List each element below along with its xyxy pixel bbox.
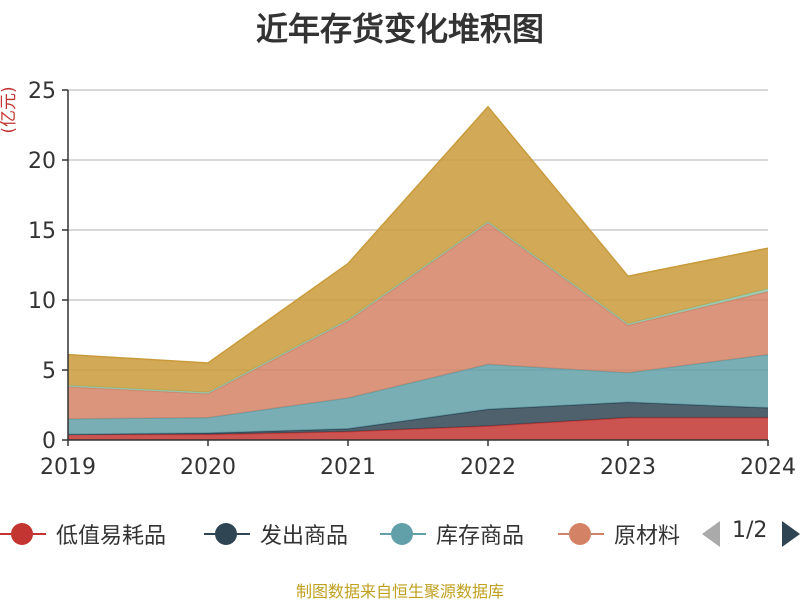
x-tick-label: 2020 bbox=[180, 455, 236, 480]
legend-marker-icon bbox=[0, 514, 46, 554]
legend-label: 原材料 bbox=[614, 524, 681, 549]
y-tick-label: 15 bbox=[28, 219, 56, 244]
legend: 低值易耗品 发出商品 库存商品 原材料 1/2 bbox=[0, 514, 800, 554]
axes bbox=[62, 89, 769, 446]
legend-item-3[interactable]: 原材料 bbox=[556, 514, 680, 554]
next-page-icon[interactable] bbox=[782, 521, 800, 547]
area-series-3 bbox=[68, 223, 768, 419]
tick-labels: 0 5 10 15 20 25 2019 2020 2021 2022 2023 2024 bbox=[28, 79, 796, 480]
area-series-line-2 bbox=[67, 353, 769, 420]
area-series bbox=[67, 105, 769, 440]
area-series-line-5 bbox=[67, 105, 769, 364]
legend-pager: 1/2 bbox=[700, 514, 800, 554]
legend-items: 低值易耗品 发出商品 库存商品 原材料 bbox=[0, 514, 685, 554]
area-series-1 bbox=[68, 402, 768, 435]
legend-marker-icon bbox=[378, 514, 426, 554]
area-series-5 bbox=[68, 106, 768, 393]
legend-marker-icon bbox=[202, 514, 250, 554]
y-tick-label: 20 bbox=[28, 149, 56, 174]
chart-title: 近年存货变化堆积图 bbox=[255, 10, 544, 48]
y-axis-unit-label: (亿元) bbox=[0, 86, 19, 133]
x-tick-label: 2023 bbox=[600, 455, 656, 480]
x-tick-label: 2019 bbox=[40, 455, 96, 480]
y-tick-label: 10 bbox=[28, 289, 56, 314]
y-tick-label: 0 bbox=[42, 429, 56, 454]
legend-item-2[interactable]: 库存商品 bbox=[378, 514, 524, 554]
y-tick-label: 25 bbox=[28, 79, 56, 104]
x-tick-label: 2024 bbox=[740, 455, 796, 480]
x-tick-label: 2021 bbox=[320, 455, 376, 480]
legend-label: 库存商品 bbox=[436, 524, 525, 549]
legend-item-1[interactable]: 发出商品 bbox=[202, 514, 348, 554]
legend-item-0[interactable]: 低值易耗品 bbox=[0, 514, 166, 554]
y-tick-label: 5 bbox=[42, 359, 56, 384]
legend-page-indicator: 1/2 bbox=[732, 518, 768, 543]
x-tick-label: 2022 bbox=[460, 455, 516, 480]
prev-page-icon[interactable] bbox=[702, 521, 720, 547]
legend-marker-icon bbox=[556, 514, 604, 554]
legend-label: 发出商品 bbox=[260, 524, 349, 549]
legend-label: 低值易耗品 bbox=[56, 524, 167, 549]
source-note: 制图数据来自恒生聚源数据库 bbox=[295, 582, 504, 601]
area-series-2 bbox=[68, 354, 768, 435]
